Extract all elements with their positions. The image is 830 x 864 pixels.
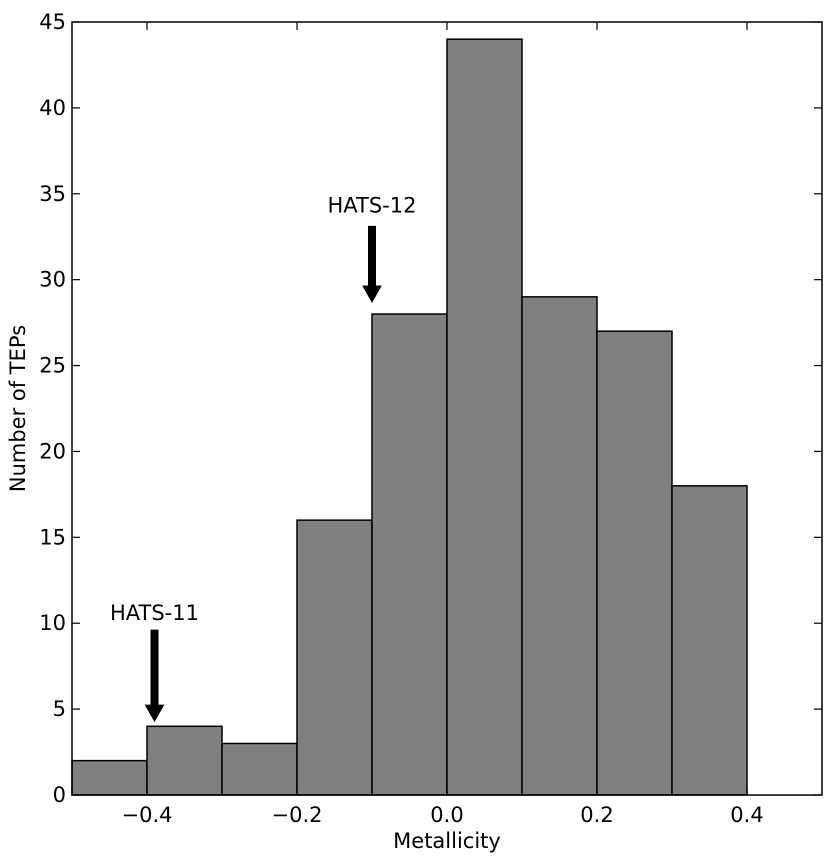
y-tick-label-9: 45 xyxy=(39,10,66,34)
y-tick-label-6: 30 xyxy=(39,268,66,292)
x-tick-label-1: −0.2 xyxy=(272,803,323,827)
bar-7 xyxy=(596,330,673,796)
bars xyxy=(71,38,748,796)
x-tick-label-0: −0.4 xyxy=(122,803,173,827)
y-tick-label-5: 25 xyxy=(39,354,66,378)
y-tick-label-3: 15 xyxy=(39,525,66,549)
y-tick-label-4: 20 xyxy=(39,439,66,463)
bar-1 xyxy=(146,725,223,796)
bar-2 xyxy=(221,742,298,796)
x-tick-label-4: 0.4 xyxy=(730,803,763,827)
x-tick-label-2: 0.0 xyxy=(430,803,463,827)
y-axis-label: Number of TEPs xyxy=(6,325,30,492)
y-tick-label-0: 0 xyxy=(53,783,66,807)
annotations: HATS-11 HATS-12 xyxy=(110,194,417,723)
y-tick-label-2: 10 xyxy=(39,611,66,635)
x-axis-label: Metallicity xyxy=(393,829,501,853)
annotation-arrow-0 xyxy=(144,629,165,723)
bar-8 xyxy=(671,485,748,796)
tick-labels: −0.4 −0.2 0.0 0.2 0.4 0 5 10 15 20 25 30 35 40 45 xyxy=(39,10,763,827)
bar-4 xyxy=(371,313,448,796)
y-tick-label-1: 5 xyxy=(53,697,66,721)
x-tick-label-3: 0.2 xyxy=(580,803,613,827)
bar-0 xyxy=(71,759,148,796)
y-tick-label-7: 35 xyxy=(39,182,66,206)
plot-frame xyxy=(71,21,823,796)
annotation-label-1: HATS-12 xyxy=(328,194,417,218)
annotation-arrow-1 xyxy=(362,225,382,304)
y-tick-label-8: 40 xyxy=(39,96,66,120)
annotation-label-0: HATS-11 xyxy=(110,601,199,625)
bar-3 xyxy=(296,519,373,796)
bar-5 xyxy=(446,38,523,796)
bar-6 xyxy=(521,296,598,796)
